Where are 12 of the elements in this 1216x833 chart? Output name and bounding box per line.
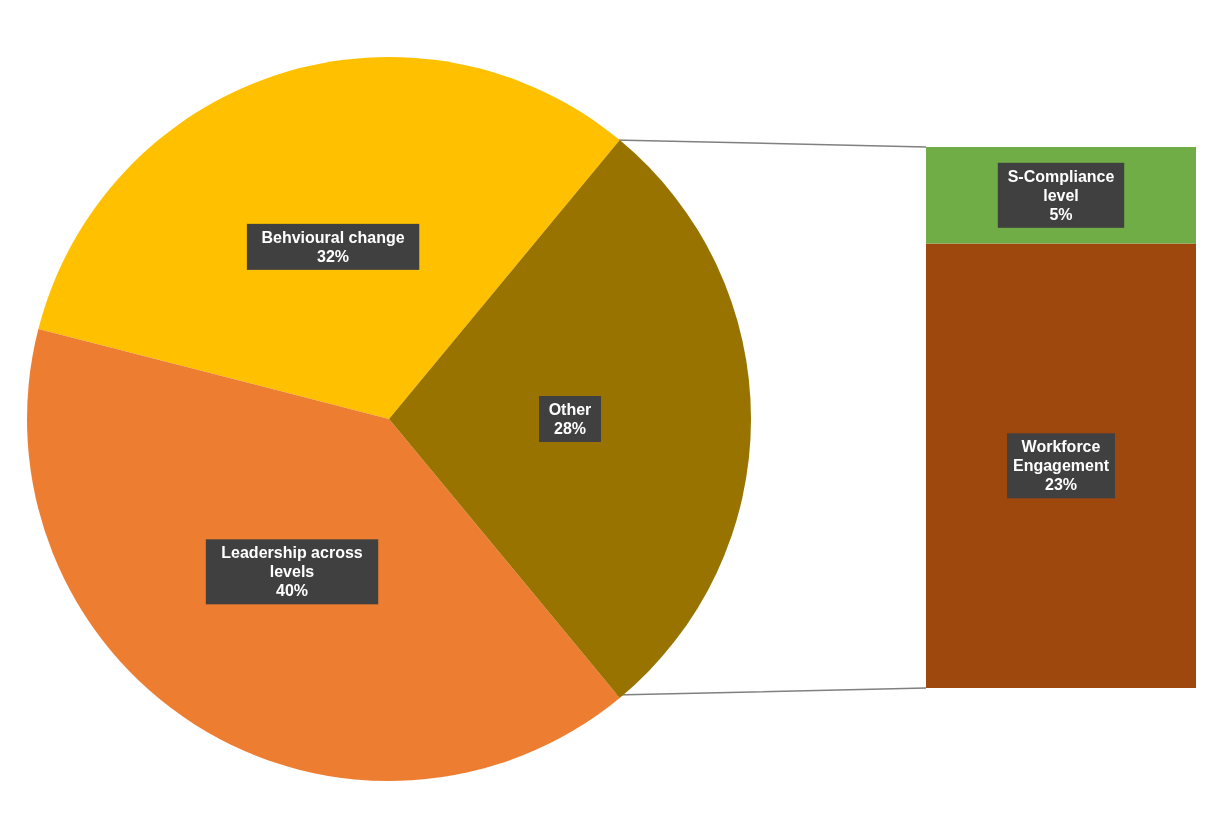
slice-label: Other [548, 401, 592, 418]
slice-label: Leadership across levels [221, 544, 363, 581]
slice-label: Behvioural change [261, 228, 405, 246]
series-label: S-Compliance level [1007, 167, 1115, 204]
pie-slice [38, 57, 620, 419]
data-label: 28% [553, 420, 587, 437]
data-label: 40% [276, 582, 309, 600]
data-label: 23% [1044, 476, 1078, 494]
pie-slice [27, 328, 620, 781]
data-label: 32% [317, 247, 350, 265]
data-label: 5% [1049, 205, 1073, 223]
series-label: Workforce Engagement [1012, 438, 1110, 475]
